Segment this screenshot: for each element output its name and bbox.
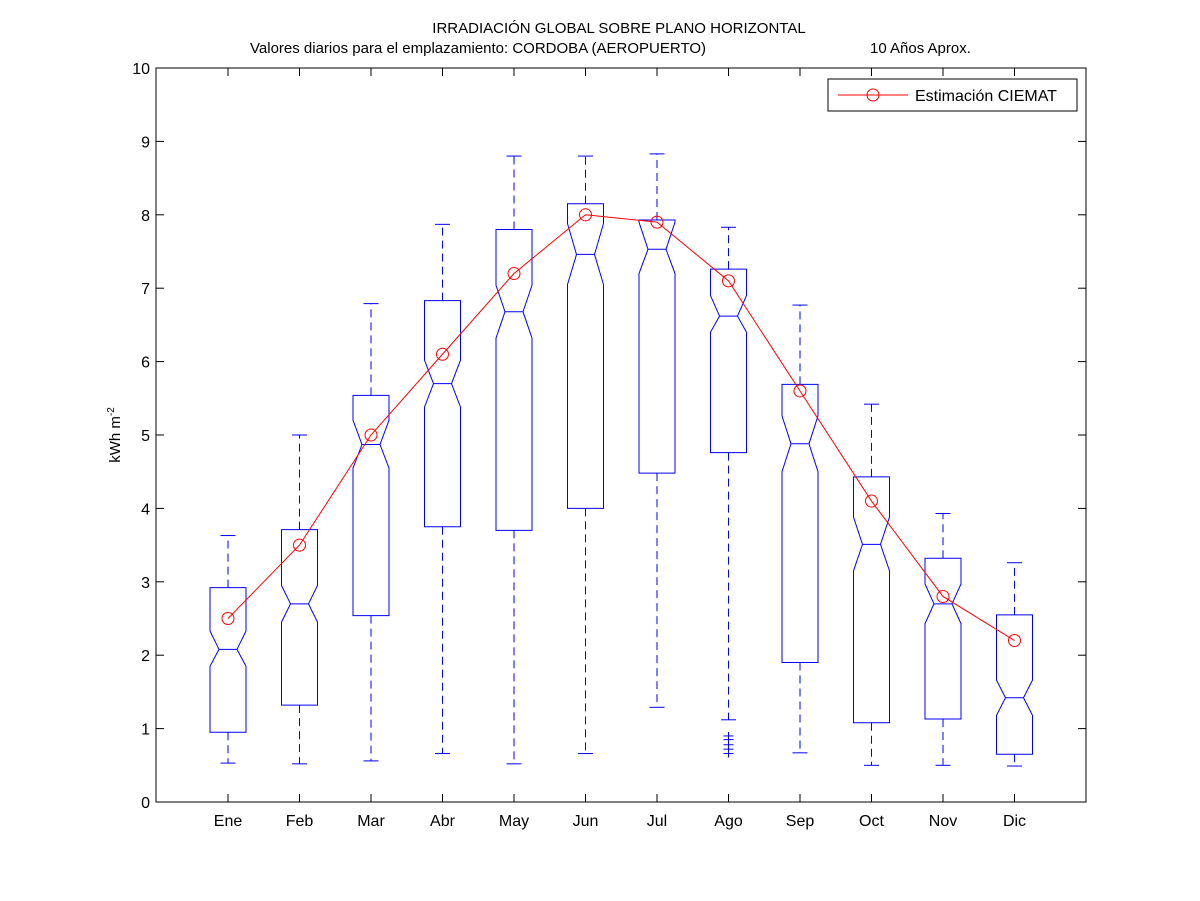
box-notched [781, 383, 819, 664]
x-tick-label: Ene [214, 813, 243, 830]
series-point [293, 538, 306, 552]
boxplot [710, 226, 747, 758]
series-point [865, 494, 878, 508]
box-notched [567, 203, 604, 509]
x-tick-label: Sep [786, 813, 815, 830]
legend-label: Estimación CIEMAT [915, 88, 1057, 105]
y-tick-label: 10 [132, 61, 150, 78]
chart-title: IRRADIACIÓN GLOBAL SOBRE PLANO HORIZONTA… [432, 20, 805, 37]
y-axis-label: kWh m-2 [106, 407, 124, 463]
y-tick-label: 3 [141, 575, 150, 592]
y-tick-label: 5 [141, 428, 150, 445]
chart-subtitle-left: Valores diarios para el emplazamiento: C… [250, 40, 706, 57]
y-tick-label: 4 [141, 501, 150, 518]
y-tick-label: 8 [141, 208, 150, 225]
series-point [650, 215, 664, 229]
series-layer [221, 208, 1021, 648]
series-point [1008, 634, 1021, 648]
box-notched [281, 529, 318, 706]
boxplot [996, 562, 1033, 767]
box-notched [638, 219, 676, 474]
series-point [579, 208, 592, 222]
boxplot [352, 303, 390, 762]
y-axis-label-sup: -2 [106, 407, 117, 416]
boxplot [567, 155, 604, 755]
x-tick-label: Ago [714, 813, 743, 830]
boxplot [638, 153, 676, 708]
y-tick-label: 0 [141, 795, 150, 812]
y-tick-label: 6 [141, 355, 150, 372]
box-notched [352, 394, 390, 617]
boxplot [281, 434, 318, 765]
legend-marker-sample [866, 88, 880, 102]
boxplot [924, 513, 962, 766]
series-point [221, 612, 235, 625]
series-point [507, 267, 521, 281]
chart-subtitle-right: 10 Años Aprox. [870, 40, 971, 57]
box-notched [853, 476, 890, 724]
x-tick-label: Feb [286, 813, 314, 830]
series-point [722, 274, 735, 288]
series-ciemat [221, 208, 1021, 648]
series-point [793, 384, 807, 398]
legend: Estimación CIEMAT [827, 78, 1078, 112]
boxplot [853, 403, 890, 766]
box-notched [209, 587, 247, 733]
boxplots [209, 153, 1033, 767]
box-notched [710, 268, 747, 454]
x-tick-label: Dic [1003, 813, 1026, 830]
box-notched [924, 557, 962, 720]
x-tick-label: Nov [929, 813, 957, 830]
y-tick-label: 9 [141, 134, 150, 151]
x-tick-label: Abr [430, 813, 456, 830]
y-axis: 0 1 2 3 4 5 6 7 8 9 10 [132, 61, 1086, 812]
x-tick-label: Oct [859, 813, 884, 830]
series-point [936, 589, 950, 603]
x-tick-label: Jun [573, 813, 599, 830]
x-axis: Ene Feb Mar Abr May Jun Jul Ago Sep Oct Nov Dic [214, 68, 1026, 830]
box-notched [495, 228, 533, 531]
series-line [227, 214, 1015, 641]
boxplot [209, 535, 247, 764]
y-tick-label: 7 [141, 281, 150, 298]
y-tick-label: 1 [141, 722, 150, 739]
y-tick-label: 2 [141, 648, 150, 665]
boxplot [495, 155, 533, 765]
boxplot [424, 223, 461, 755]
y-axis-label-text: kWh m [107, 416, 124, 463]
x-tick-label: Mar [357, 813, 385, 830]
box-notched [996, 614, 1033, 755]
x-tick-label: Jul [647, 813, 667, 830]
box-notched [424, 300, 461, 528]
boxplot [781, 304, 819, 754]
series-point [436, 347, 449, 361]
x-tick-label: May [499, 813, 529, 830]
series-point [364, 428, 378, 442]
